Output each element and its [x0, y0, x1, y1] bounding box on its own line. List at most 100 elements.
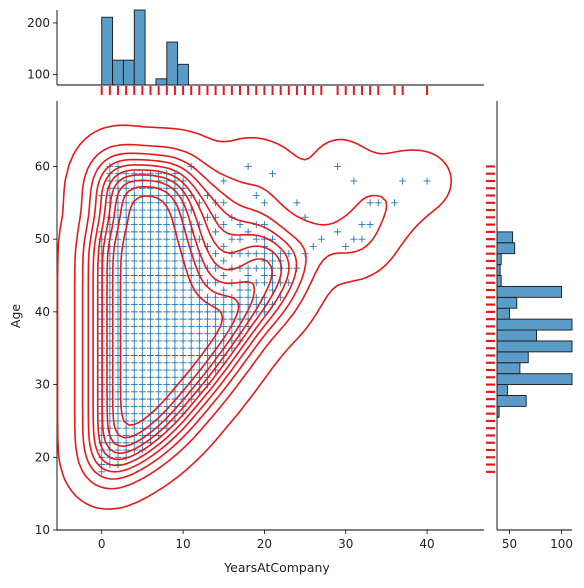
- kde-contour: [81, 152, 307, 480]
- scatter-point: [179, 344, 187, 352]
- scatter-point: [212, 228, 220, 236]
- scatter-point: [130, 192, 138, 200]
- scatter-point: [171, 359, 179, 367]
- scatter-point: [171, 315, 179, 323]
- scatter-point: [138, 257, 146, 265]
- scatter-point: [358, 235, 366, 243]
- scatter-point: [147, 242, 155, 250]
- scatter-point: [155, 344, 163, 352]
- scatter-point: [147, 381, 155, 389]
- scatter-point: [236, 250, 244, 258]
- scatter-point: [179, 351, 187, 359]
- scatter-point: [122, 373, 130, 381]
- scatter-point: [147, 322, 155, 330]
- scatter-point: [187, 359, 195, 367]
- scatter-point: [179, 272, 187, 280]
- x-tick-label: 10: [175, 537, 190, 551]
- scatter-point: [220, 315, 228, 323]
- scatter-point: [155, 228, 163, 236]
- scatter-point: [122, 337, 130, 345]
- scatter-point: [203, 330, 211, 338]
- scatter-point: [106, 242, 114, 250]
- scatter-point: [130, 322, 138, 330]
- scatter-point: [147, 264, 155, 272]
- scatter-point: [138, 322, 146, 330]
- kde-contour: [111, 185, 240, 439]
- scatter-point: [147, 228, 155, 236]
- scatter-point: [155, 213, 163, 221]
- kde-contour: [96, 169, 283, 461]
- kde-contour: [87, 158, 298, 473]
- scatter-point: [260, 250, 268, 258]
- scatter-point: [122, 286, 130, 294]
- scatter-point: [171, 272, 179, 280]
- scatter-point: [155, 337, 163, 345]
- scatter-point: [130, 257, 138, 265]
- scatter-point: [252, 192, 260, 200]
- y-tick-label: 10: [35, 523, 50, 537]
- scatter-point: [423, 177, 431, 185]
- scatter-point: [155, 330, 163, 338]
- scatter-point: [203, 293, 211, 301]
- scatter-point: [138, 279, 146, 287]
- scatter-point: [138, 170, 146, 178]
- scatter-point: [236, 221, 244, 229]
- scatter-point: [138, 410, 146, 418]
- scatter-point: [220, 242, 228, 250]
- scatter-point: [147, 272, 155, 280]
- scatter-point: [260, 279, 268, 287]
- kde-contour: [106, 179, 256, 447]
- scatter-point: [155, 351, 163, 359]
- scatter-point: [130, 264, 138, 272]
- scatter-point: [138, 235, 146, 243]
- scatter-point: [187, 235, 195, 243]
- scatter-point: [179, 293, 187, 301]
- scatter-point: [155, 286, 163, 294]
- scatter-point: [350, 235, 358, 243]
- scatter-point: [130, 286, 138, 294]
- scatter-point: [106, 228, 114, 236]
- kde-contour: [56, 124, 452, 510]
- scatter-point: [130, 221, 138, 229]
- scatter-point: [98, 468, 106, 476]
- scatter-point: [252, 250, 260, 258]
- scatter-point: [147, 359, 155, 367]
- scatter-point: [179, 337, 187, 345]
- right-hist-bar: [496, 405, 500, 418]
- scatter-point: [187, 322, 195, 330]
- scatter-point: [195, 308, 203, 316]
- right-hist-bar: [496, 340, 573, 353]
- scatter-point: [163, 344, 171, 352]
- scatter-point: [130, 206, 138, 214]
- scatter-point: [171, 301, 179, 309]
- scatter-point: [122, 250, 130, 258]
- scatter-point: [114, 417, 122, 425]
- scatter-point: [163, 228, 171, 236]
- scatter-point: [163, 272, 171, 280]
- top-hist-bar: [166, 41, 179, 86]
- right-hist-bar: [496, 242, 516, 255]
- scatter-point: [138, 221, 146, 229]
- scatter-point: [260, 199, 268, 207]
- scatter-point: [163, 351, 171, 359]
- right-hist-bar: [496, 253, 502, 266]
- scatter-point: [163, 330, 171, 338]
- scatter-point: [334, 228, 342, 236]
- scatter-point: [342, 242, 350, 250]
- scatter-point: [155, 395, 163, 403]
- scatter-point: [374, 199, 382, 207]
- scatter-point: [171, 330, 179, 338]
- scatter-point: [391, 199, 399, 207]
- scatter-point: [155, 366, 163, 374]
- scatter-point: [122, 206, 130, 214]
- scatter-point: [138, 272, 146, 280]
- scatter-point: [138, 242, 146, 250]
- scatter-point: [269, 257, 277, 265]
- right-hist-bar: [496, 318, 573, 331]
- scatter-point: [187, 344, 195, 352]
- scatter-point: [155, 373, 163, 381]
- scatter-point: [147, 395, 155, 403]
- scatter-point: [138, 250, 146, 258]
- top-marginal-panel: 100 200: [27, 9, 484, 95]
